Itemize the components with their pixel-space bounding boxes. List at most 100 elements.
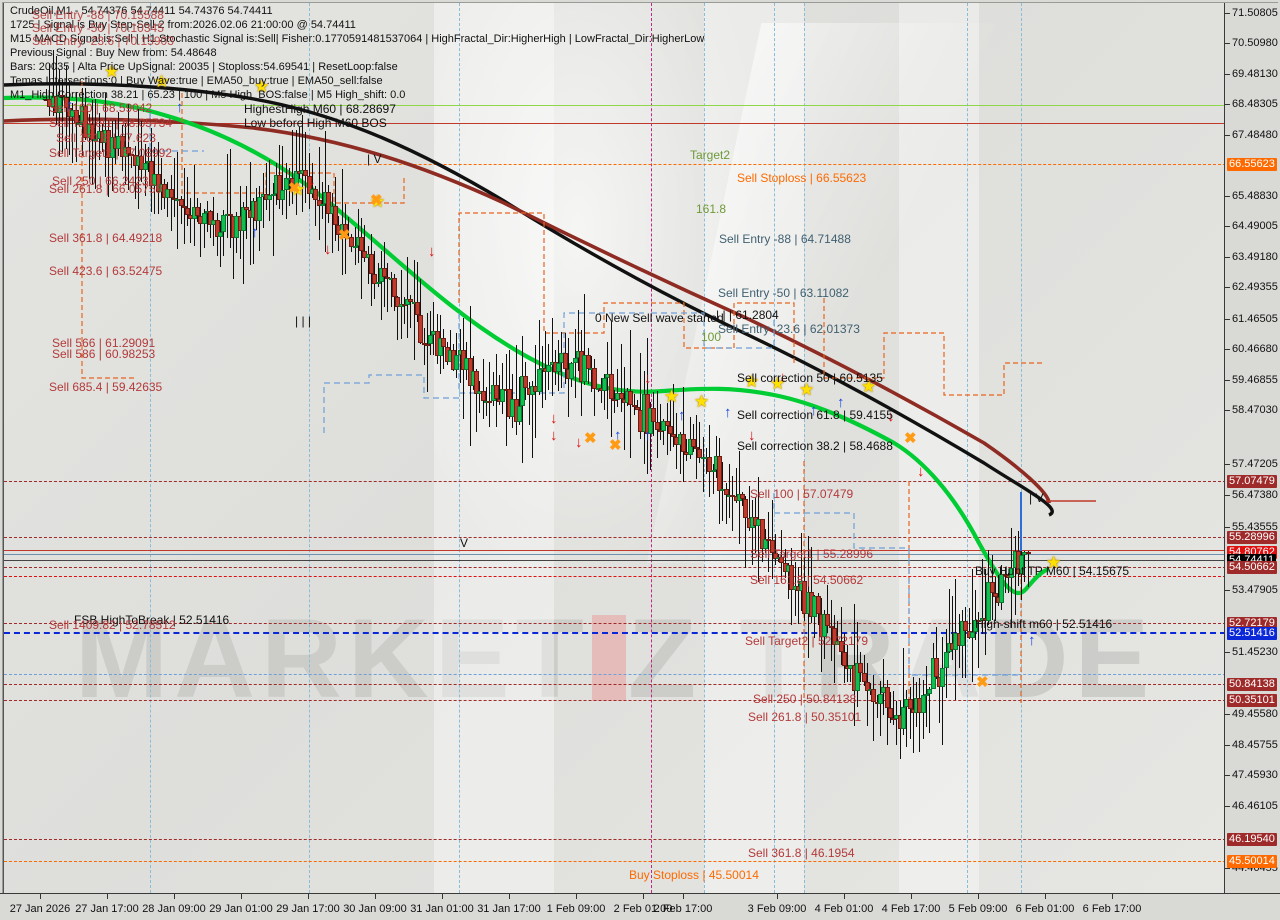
candle-body <box>283 178 289 190</box>
sell-arrow-down-icon: ↓ <box>324 241 332 258</box>
candle-body <box>989 581 995 593</box>
price-level-line <box>4 554 1226 555</box>
price-highlight-label[interactable]: 45.50014 <box>1227 855 1277 868</box>
candle-body <box>359 237 365 252</box>
level-annotation: Sell 1409.82 | 52.78512 <box>49 618 176 632</box>
price-level-line <box>4 537 1226 538</box>
candle-body <box>89 123 95 140</box>
candle-wick <box>348 216 350 239</box>
header-line: Previous Signal : Buy New from: 54.48648 <box>10 47 217 59</box>
candle-wick <box>220 220 222 267</box>
header-line: M15 MACD Signal is:Sell | H1 Stochastic … <box>10 33 705 45</box>
level-annotation: Sell Entry -88 | 64.71488 <box>719 232 851 246</box>
time-tick-label: 27 Jan 2026 <box>9 903 71 915</box>
candle-wick <box>659 404 661 440</box>
candle-wick <box>696 414 698 480</box>
candle-body <box>244 207 250 210</box>
candle-wick <box>591 355 593 392</box>
sell-arrow-down-icon: ↓ <box>917 463 925 480</box>
candle-body <box>319 204 325 207</box>
candle-body <box>667 426 673 435</box>
candle-body <box>441 337 447 348</box>
candle-body <box>142 163 148 170</box>
level-annotation: Sell 586 | 60.98253 <box>52 347 156 361</box>
candle-body <box>185 208 191 216</box>
candle-wick <box>508 350 510 420</box>
signal-star-icon: ★ <box>861 377 877 396</box>
price-tick-label: 68.48305 <box>1225 98 1280 111</box>
candle-body <box>316 200 322 206</box>
candle-wick <box>758 477 760 582</box>
price-highlight-label[interactable]: 52.72179 <box>1227 617 1277 630</box>
session-shade <box>434 3 554 893</box>
price-highlight-label[interactable]: 66.55623 <box>1227 158 1277 171</box>
candle-body <box>149 160 155 187</box>
candle-wick <box>265 162 267 210</box>
candle-wick <box>502 363 504 415</box>
candle-body <box>717 456 723 492</box>
candle-wick <box>187 177 189 226</box>
candle-wick <box>262 173 264 228</box>
candle-body <box>884 687 890 709</box>
level-annotation: Sell 685.4 | 59.42635 <box>49 380 163 394</box>
candle-wick <box>417 262 419 322</box>
level-annotation: Sell 161.8 | 54.50662 <box>750 573 864 587</box>
candle-wick <box>243 201 244 285</box>
price-level-line <box>4 684 1226 685</box>
candle-body <box>940 667 946 688</box>
chart-plot-area[interactable]: MARKET Z TRADE <box>3 3 1226 893</box>
candle-wick <box>223 210 225 256</box>
price-tick-label: 65.48830 <box>1225 190 1280 203</box>
candle-body <box>454 355 460 371</box>
vertical-gridline <box>967 3 968 893</box>
price-highlight-label[interactable]: 52.51416 <box>1227 627 1277 640</box>
price-tick-label: 58.47030 <box>1225 404 1280 417</box>
candle-wick <box>840 606 842 666</box>
candle-body <box>306 176 312 195</box>
candle-wick <box>732 476 734 532</box>
exit-cross-icon: ✖ <box>288 180 301 197</box>
price-highlight-label[interactable]: 50.35101 <box>1227 694 1277 707</box>
candle-body <box>628 391 634 405</box>
candle-wick <box>899 701 901 759</box>
price-highlight-label[interactable]: 46.19540 <box>1227 833 1277 846</box>
candle-body <box>789 564 795 590</box>
signal-star-icon: ★ <box>694 392 710 411</box>
signal-star-icon: ★ <box>370 192 386 211</box>
candle-wick <box>971 568 973 683</box>
vertical-gridline <box>1021 3 1022 893</box>
price-axis[interactable]: 71.50805 70.50980 69.48130 68.48305 67.48480… <box>1224 3 1280 893</box>
price-highlight-label[interactable]: 57.07479 <box>1227 475 1277 488</box>
candle-wick <box>751 499 753 565</box>
price-highlight-label[interactable]: 55.28996 <box>1227 531 1277 544</box>
candle-wick <box>49 63 51 116</box>
time-axis[interactable]: 27 Jan 2026 27 Jan 17:00 28 Jan 09:00 29 Ja… <box>0 893 1280 920</box>
price-level-line <box>4 674 1226 675</box>
level-annotation: Sell Entry -50 | 63.11082 <box>718 286 849 300</box>
price-tick-label: 61.46505 <box>1225 313 1280 326</box>
candle-body <box>201 213 207 225</box>
candle-body <box>257 196 263 222</box>
level-annotation: V <box>460 536 469 550</box>
candle-wick <box>1027 551 1029 588</box>
candle-body <box>168 188 174 199</box>
price-highlight-label[interactable]: 54.50662 <box>1227 561 1277 574</box>
time-tick-label: 6 Feb 17:00 <box>1082 903 1142 915</box>
vertical-gridline <box>459 3 460 893</box>
candle-wick <box>896 700 898 745</box>
candle-wick <box>771 500 773 580</box>
candle-body <box>227 213 233 216</box>
price-tick-label: 70.50980 <box>1225 37 1280 50</box>
candle-body <box>76 123 82 126</box>
candle-body <box>769 539 775 554</box>
time-tick-label: 2 Feb 17:00 <box>653 903 713 915</box>
candle-wick <box>430 310 432 356</box>
candle-body <box>992 592 998 597</box>
price-highlight-label[interactable]: 50.84138 <box>1227 678 1277 691</box>
candle-wick <box>939 676 941 723</box>
candle-body <box>923 694 929 697</box>
candle-wick <box>269 159 271 221</box>
time-tick-mark <box>844 894 845 899</box>
time-tick-mark <box>683 894 684 899</box>
